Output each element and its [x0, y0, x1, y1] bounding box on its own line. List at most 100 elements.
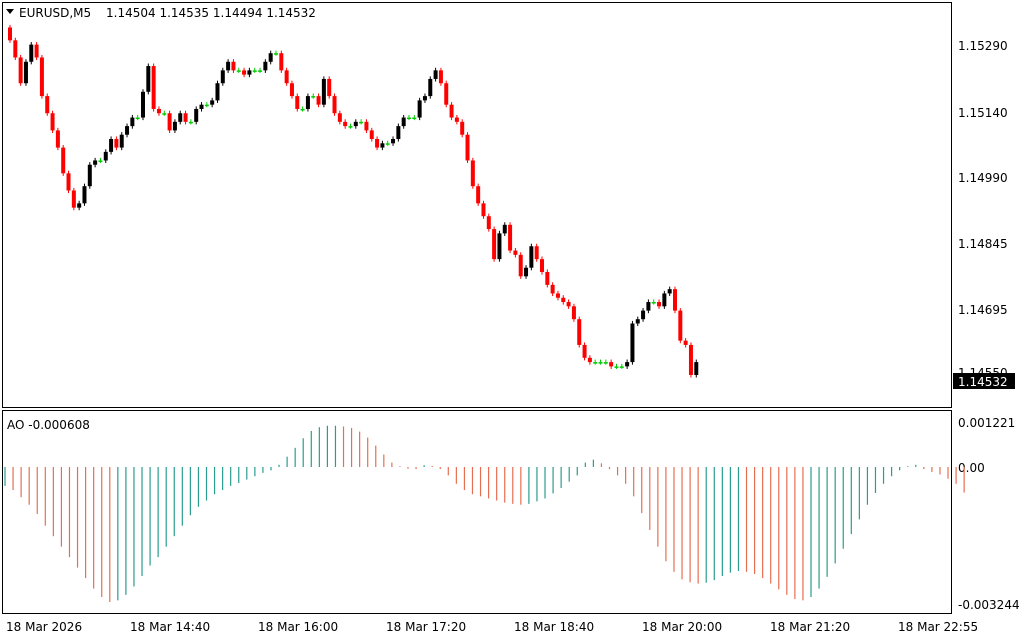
ao-tick-label: 0.001221 [958, 416, 1015, 430]
time-tick-label: 18 Mar 14:40 [130, 620, 210, 634]
candle-body [449, 104, 454, 118]
candle-body [380, 143, 385, 148]
candle-body [593, 362, 598, 364]
candle-body [39, 57, 44, 97]
candle-body [226, 61, 231, 71]
candle-body [609, 362, 614, 367]
candle-body [433, 70, 438, 79]
ao-panel-border [2, 410, 952, 614]
time-tick-label: 18 Mar 22:55 [898, 620, 978, 634]
candle-body [508, 224, 513, 251]
candle-body [130, 117, 135, 127]
candle-body [497, 233, 502, 260]
candle-body [18, 57, 23, 84]
ohlc-values: 1.14504 1.14535 1.14494 1.14532 [106, 6, 316, 20]
time-tick-label: 18 Mar 21:20 [770, 620, 850, 634]
candle-body [183, 113, 188, 122]
candle-body [385, 143, 390, 145]
candle-body [438, 70, 443, 84]
symbol-timeframe: EURUSD,M5 [19, 6, 91, 20]
candle-body [305, 96, 310, 109]
candle-body [460, 121, 465, 135]
candle-body [162, 113, 167, 115]
candle-body [555, 293, 560, 298]
candle-body [103, 151, 108, 161]
candle-body [678, 310, 683, 341]
candle-body [566, 302, 571, 307]
candle-body [545, 272, 550, 285]
candle-body [279, 53, 284, 71]
candle-body [641, 310, 646, 320]
candle-body [13, 40, 18, 58]
candle-body [327, 78, 332, 97]
candle-body [422, 96, 427, 101]
candle-body [178, 113, 183, 122]
candle-body [550, 284, 555, 294]
candle-body [220, 70, 225, 84]
candle-body [114, 139, 119, 148]
time-tick-label: 18 Mar 18:40 [514, 620, 594, 634]
candle-body [603, 362, 608, 364]
candle-body [375, 139, 380, 148]
time-tick-label: 18 Mar 2026 [6, 620, 82, 634]
candle-body [188, 121, 193, 124]
candle-body [407, 117, 411, 120]
ao-tick-label: -0.003244 [958, 598, 1020, 612]
candle-body [534, 246, 539, 260]
candle-body [119, 134, 124, 148]
candle-body [524, 267, 529, 277]
candle-body [492, 229, 497, 260]
candle-body [252, 70, 257, 72]
candle-body [359, 121, 364, 124]
candle-body [518, 254, 523, 277]
chevron-down-icon[interactable] [6, 9, 14, 14]
time-axis: 18 Mar 2026 18 Mar 14:40 18 Mar 16:00 18… [6, 620, 978, 634]
candle-body [412, 117, 417, 120]
candle-body [337, 113, 342, 122]
ao-indicator-label: AO -0.000608 [7, 418, 90, 432]
candle-body [353, 121, 358, 127]
candle-body [34, 44, 39, 58]
candle-body [215, 83, 220, 101]
candle-body [598, 362, 603, 364]
candle-body [231, 61, 236, 71]
candle-body [61, 147, 66, 174]
candle-body [657, 302, 662, 307]
price-panel-border [2, 2, 952, 408]
candle-body [444, 83, 449, 105]
candle-body [210, 100, 215, 105]
price-tick-label: 1.14695 [958, 303, 1008, 317]
candle-body [50, 113, 55, 131]
candle-body [688, 344, 693, 375]
candle-body [577, 319, 582, 345]
candle-body [582, 344, 587, 358]
candle-body [476, 186, 481, 204]
candle-body [369, 130, 374, 139]
candle-body [343, 121, 348, 127]
candle-body [651, 302, 656, 304]
candle-body [55, 130, 60, 148]
candle-body [454, 117, 459, 122]
candle-body [82, 186, 87, 204]
candle-body [141, 91, 145, 118]
candle-body [146, 66, 151, 92]
current-price-label: 1.14532 [958, 375, 1008, 389]
candle-body [295, 96, 300, 109]
time-tick-label: 18 Mar 20:00 [642, 620, 722, 634]
candles [8, 24, 699, 378]
candle-body [93, 160, 98, 165]
price-tick-label: 1.15290 [958, 39, 1008, 53]
candle-body [289, 83, 294, 97]
time-tick-label: 18 Mar 16:00 [258, 620, 338, 634]
candle-body [29, 44, 34, 62]
candle-body [109, 139, 114, 152]
candle-body [300, 108, 305, 111]
candle-body [587, 357, 592, 363]
candle-body [321, 78, 326, 105]
candle-body [396, 126, 401, 139]
candle-body [571, 306, 576, 320]
candle-body [391, 139, 396, 144]
candle-body [23, 61, 28, 84]
candle-body [156, 108, 161, 114]
